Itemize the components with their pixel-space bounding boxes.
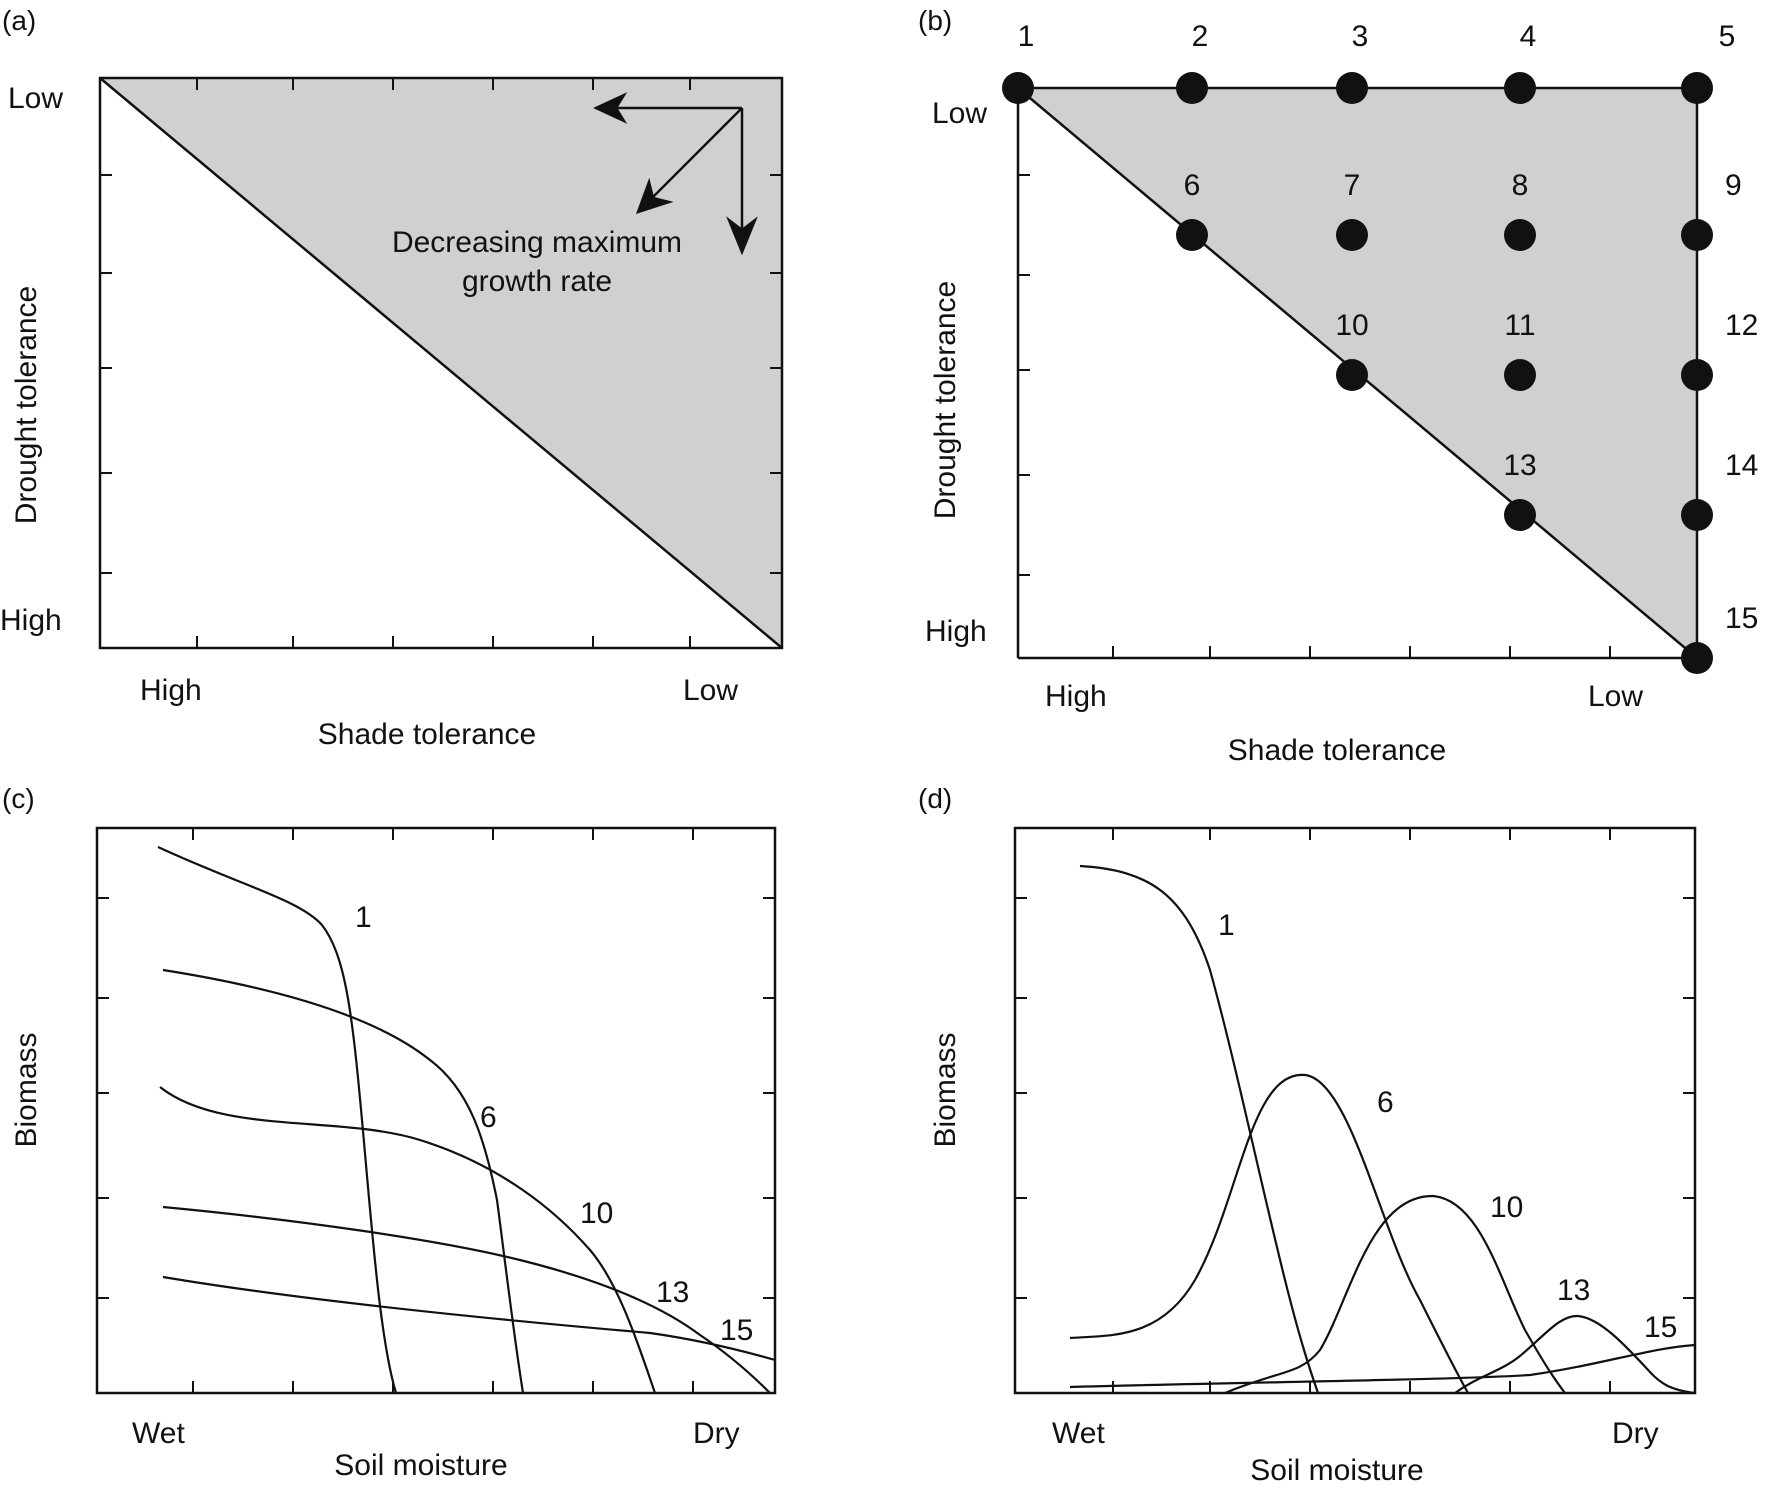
panel-b-xlabel: Shade tolerance — [1228, 734, 1447, 767]
panel-b-point-label-12: 12 — [1725, 309, 1758, 342]
panel-c-curve-label-15: 15 — [720, 1314, 753, 1347]
panel-a-annotation-line2: growth rate — [462, 265, 612, 298]
panel-d-ticks — [1015, 828, 1695, 1393]
panel-b-point-4 — [1504, 72, 1536, 104]
panel-a-ylabel: Drought tolerance — [10, 286, 43, 524]
panel-b-point-label-8: 8 — [1512, 169, 1529, 202]
panel-b-point-label-13: 13 — [1503, 449, 1536, 482]
panel-b-point-6 — [1176, 219, 1208, 251]
panel-c-ticks — [97, 828, 775, 1393]
panel-c-frame — [95, 826, 777, 1395]
panel-b-label: (b) — [918, 5, 952, 36]
arrow-diagonal-head-icon — [635, 177, 674, 214]
panel-a-diagonal — [99, 77, 783, 649]
panel-b-point-9 — [1681, 219, 1713, 251]
panel-c-label: (c) — [2, 783, 35, 814]
panel-b-point-label-2: 2 — [1192, 20, 1209, 53]
panel-c-curve-10 — [159, 1086, 657, 1394]
panel-b-point-14 — [1681, 499, 1713, 531]
panel-a-annotation-line1: Decreasing maximum — [392, 226, 682, 259]
panel-c-curves — [157, 846, 776, 1394]
panel-c-x-right: Dry — [693, 1417, 740, 1450]
panel-b-point-label-9: 9 — [1725, 169, 1742, 202]
panel-b-point-label-6: 6 — [1184, 169, 1201, 202]
panel-a-frame — [98, 76, 784, 650]
arrow-diagonal-icon — [650, 107, 743, 200]
panel-c-curve-label-6: 6 — [480, 1101, 497, 1134]
panel-d-label: (d) — [918, 783, 952, 814]
panel-c-curve-label-1: 1 — [355, 901, 372, 934]
panel-a-y-top: Low — [8, 82, 63, 115]
panel-d-curve-label-13: 13 — [1557, 1274, 1590, 1307]
panel-b-y-bottom: High — [925, 615, 987, 648]
panel-b-point-label-5: 5 — [1719, 20, 1736, 53]
panel-c-curve-label-10: 10 — [580, 1197, 613, 1230]
panel-b-point-label-15: 15 — [1725, 602, 1758, 635]
panel-b-point-5 — [1681, 72, 1713, 104]
panel-c-curve-13 — [162, 1205, 771, 1394]
panel-b-x-right: Low — [1588, 680, 1643, 713]
panel-a-x-right: Low — [683, 674, 738, 707]
panel-b-ticks — [1018, 174, 1611, 658]
panel-d-frame — [1013, 826, 1697, 1395]
panel-c-curve-6 — [162, 968, 525, 1394]
panel-b-point-3 — [1336, 72, 1368, 104]
panel-d-curve-13 — [1454, 1314, 1696, 1395]
arrow-down-head-icon — [726, 216, 758, 256]
panel-b-point-10 — [1336, 359, 1368, 391]
panel-b-point-7 — [1336, 219, 1368, 251]
panel-b-ylabel: Drought tolerance — [929, 281, 962, 519]
panel-b-point-1 — [1002, 72, 1034, 104]
panel-d-ylabel: Biomass — [929, 1032, 962, 1147]
panel-b-point-label-11: 11 — [1504, 309, 1535, 342]
panel-b-point-label-7: 7 — [1344, 169, 1361, 202]
panel-d-curve-1 — [1079, 864, 1320, 1394]
panel-b-y-top: Low — [932, 97, 987, 130]
panel-a-arrows — [593, 92, 758, 256]
panel-d-curves — [1069, 864, 1696, 1395]
panel-b-x-left: High — [1045, 680, 1107, 713]
panel-b-point-label-14: 14 — [1725, 449, 1758, 482]
panel-b-point-label-3: 3 — [1352, 20, 1369, 53]
panel-c-curve-15 — [162, 1275, 776, 1362]
panel-a-y-bottom: High — [0, 604, 62, 637]
panel-a-ticks — [100, 78, 782, 648]
panel-d-curve-6 — [1069, 1073, 1469, 1394]
panel-d-x-right: Dry — [1612, 1417, 1659, 1450]
arrow-left-head-icon — [593, 92, 628, 124]
panel-c-ylabel: Biomass — [10, 1032, 43, 1147]
panel-c-curve-1 — [157, 846, 398, 1394]
panel-b-point-13 — [1504, 499, 1536, 531]
panel-b-point-12 — [1681, 359, 1713, 391]
panel-c-x-left: Wet — [132, 1417, 185, 1450]
panel-b-point-label-4: 4 — [1520, 20, 1537, 53]
panel-b-point-8 — [1504, 219, 1536, 251]
panel-b-point-11 — [1504, 359, 1536, 391]
panel-d-curve-label-15: 15 — [1644, 1311, 1677, 1344]
panel-a-xlabel: Shade tolerance — [318, 718, 537, 751]
panel-d-curve-label-1: 1 — [1218, 909, 1235, 942]
panel-d-curve-label-10: 10 — [1490, 1191, 1523, 1224]
panel-d-curve-10 — [1224, 1194, 1566, 1395]
panel-a-x-left: High — [140, 674, 202, 707]
panel-d-x-left: Wet — [1052, 1417, 1105, 1450]
panel-d-curve-15 — [1069, 1343, 1696, 1389]
panel-b-point-label-10: 10 — [1335, 309, 1368, 342]
panel-d-curve-label-6: 6 — [1377, 1086, 1394, 1119]
panel-b-point-2 — [1176, 72, 1208, 104]
panel-a-label: (a) — [2, 5, 36, 36]
panel-c-xlabel: Soil moisture — [334, 1449, 507, 1482]
panel-a: (a) Decreasing maximum growth rat — [0, 5, 784, 751]
panel-b-point-15 — [1681, 642, 1713, 674]
panel-c: (c) 1 6 10 13 15 Biomass Wet Dr — [2, 783, 777, 1482]
panel-d-xlabel: Soil moisture — [1250, 1454, 1423, 1487]
panel-c-curve-label-13: 13 — [656, 1276, 689, 1309]
panel-b-point-label-1: 1 — [1018, 20, 1035, 53]
panel-d: (d) 1 6 10 13 15 Biomass Wet Dr — [918, 783, 1697, 1487]
